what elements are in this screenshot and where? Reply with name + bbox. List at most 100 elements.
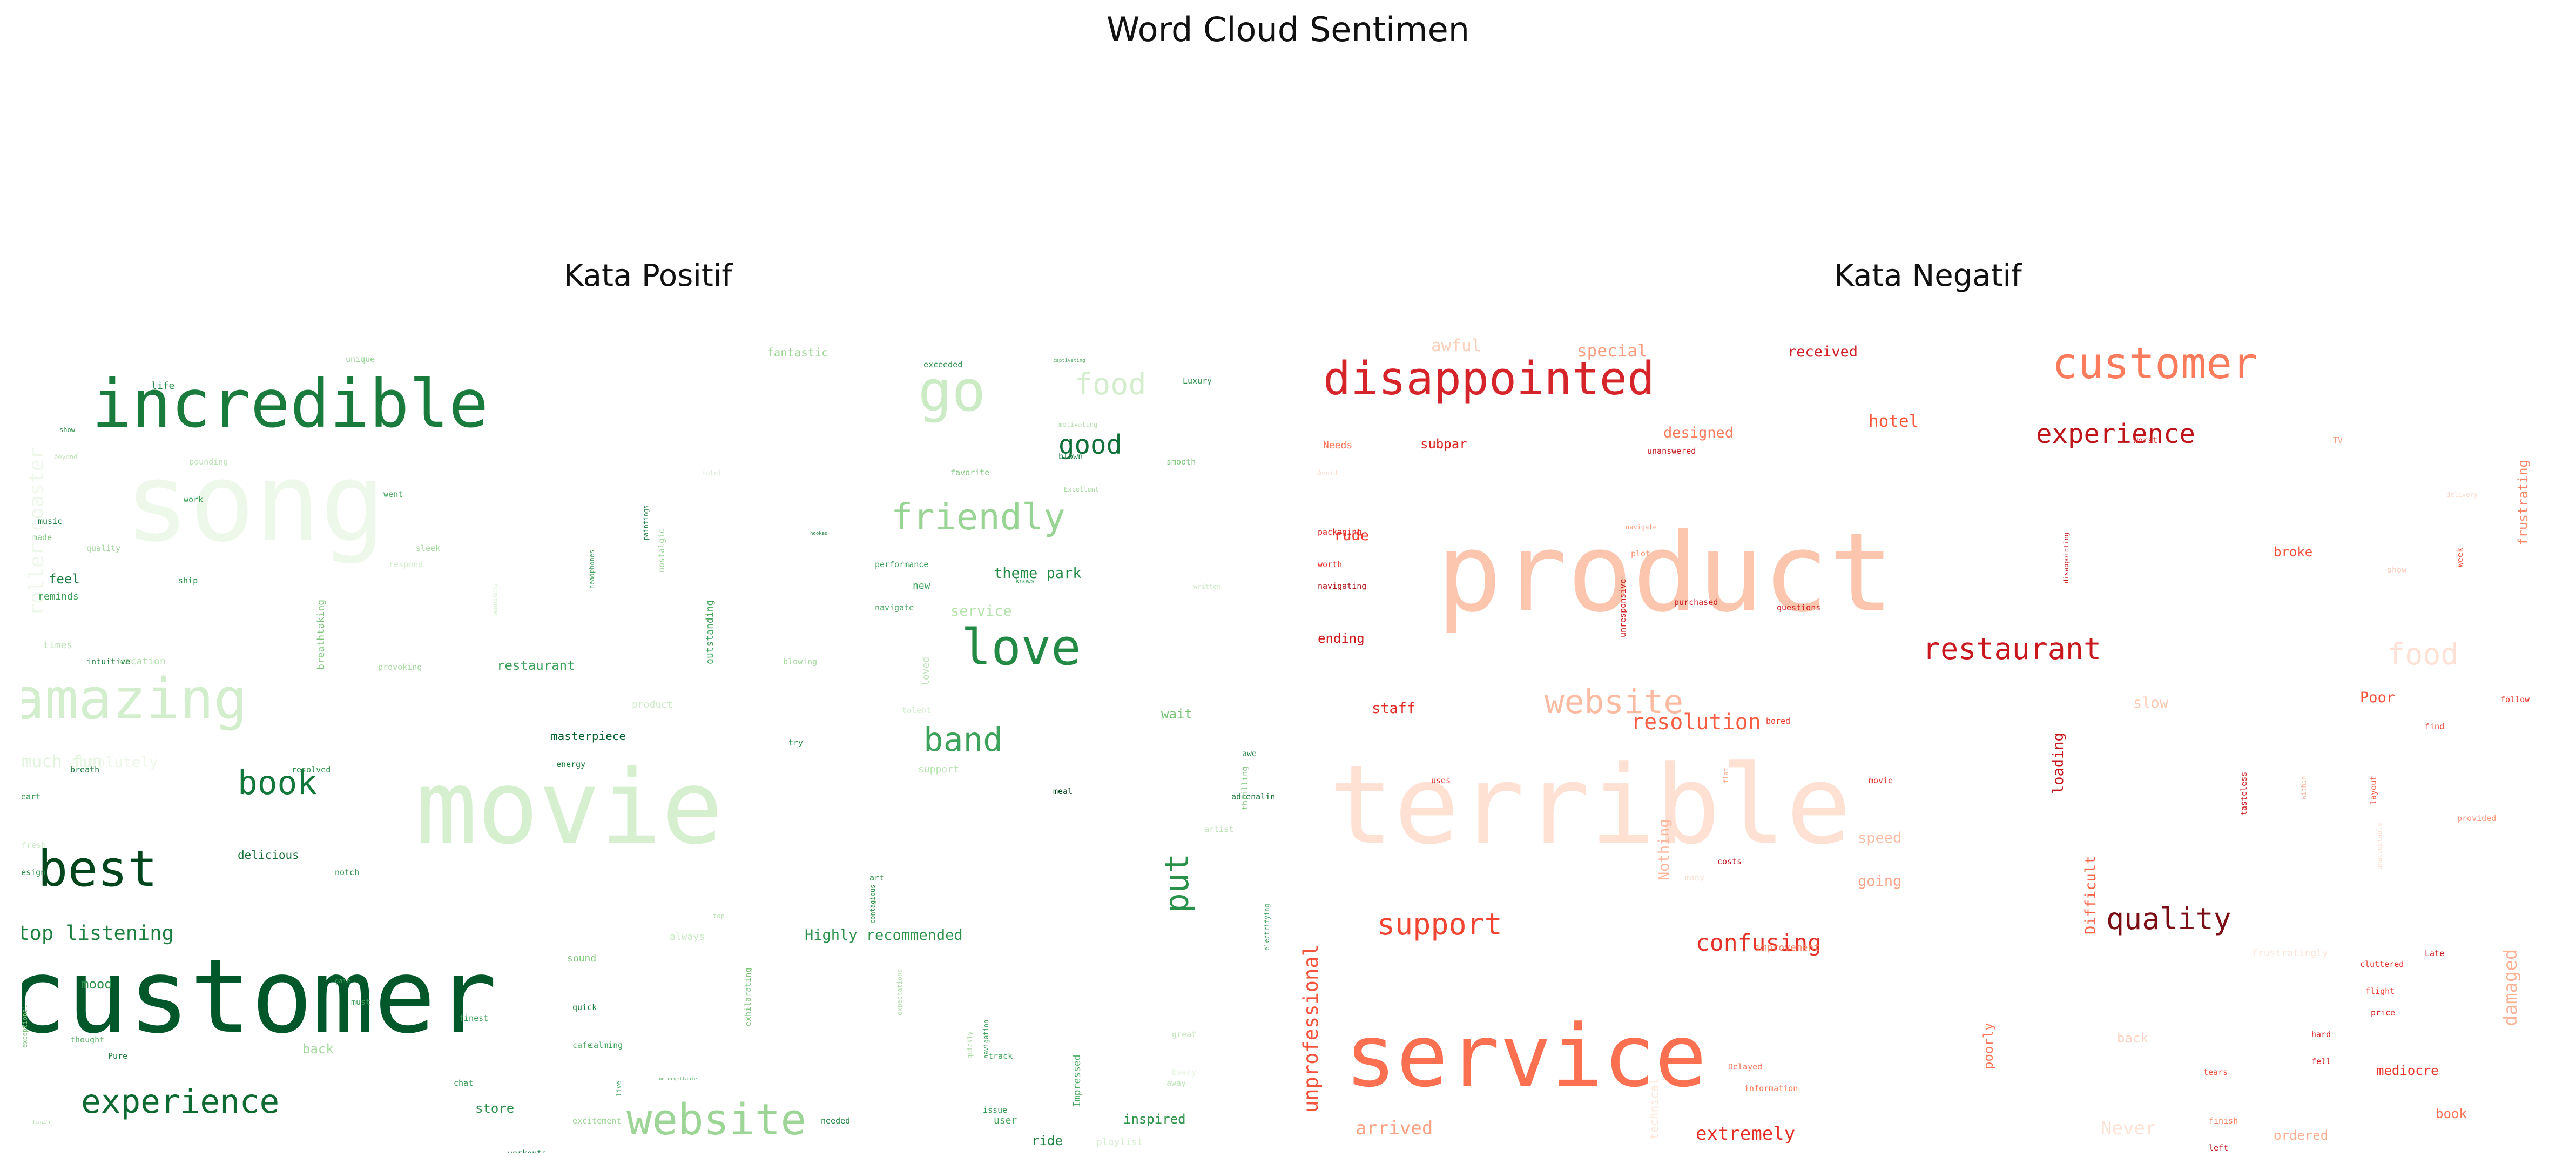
positive-word: live <box>615 1081 623 1097</box>
positive-word: back <box>302 1041 334 1057</box>
positive-word: motivating <box>1058 421 1097 428</box>
negative-word: tasteless <box>2239 772 2249 816</box>
positive-word: song <box>124 440 386 566</box>
negative-word: restaurant <box>1923 631 2101 666</box>
negative-word: movie <box>1869 776 1893 785</box>
positive-word: mood <box>81 977 112 992</box>
positive-cloud-title: Kata Positif <box>563 258 733 293</box>
positive-word: Heart <box>22 792 41 802</box>
negative-word: provided <box>2457 813 2496 823</box>
negative-word: disappointing <box>2062 533 2070 583</box>
positive-word: expectations <box>896 968 903 1015</box>
positive-word: stop listening <box>22 921 174 945</box>
positive-word: movie <box>416 748 723 867</box>
negative-word: hotel <box>1869 412 1919 431</box>
positive-word: adrenaline <box>1231 792 1274 802</box>
positive-word: restaurant <box>497 658 575 673</box>
positive-word: unique <box>346 354 375 364</box>
negative-word: worth <box>1318 560 1342 569</box>
positive-word: captivating <box>1053 358 1085 364</box>
negative-word: customer <box>2052 339 2258 388</box>
negative-word: extremely <box>1696 1123 1795 1145</box>
positive-word: away <box>1166 1078 1186 1088</box>
negative-word: disappointed <box>1323 352 1655 406</box>
negative-word: uses <box>1431 776 1451 785</box>
negative-word: slow <box>2133 695 2169 711</box>
positive-word: exceeded <box>923 360 962 369</box>
positive-word: great <box>1172 1030 1196 1039</box>
negative-word: costs <box>1717 857 1742 866</box>
positive-word: issue <box>983 1105 1007 1115</box>
positive-word: theme park <box>994 565 1082 582</box>
positive-word: resolved <box>292 765 331 775</box>
negative-word: unprofessional <box>1302 944 1323 1113</box>
negative-word: TV <box>2333 435 2343 445</box>
positive-word: feel <box>49 571 80 587</box>
positive-word: user <box>994 1115 1017 1126</box>
positive-word: hotel <box>702 469 721 477</box>
negative-word: within <box>2300 776 2308 799</box>
positive-word: beautifully <box>493 583 498 616</box>
negative-word: fell <box>2311 1057 2331 1066</box>
positive-word: Highly recommended <box>805 927 963 944</box>
positive-word: times <box>43 640 72 651</box>
positive-word: art <box>869 873 884 883</box>
negative-word: navigating <box>1318 581 1366 591</box>
positive-word: energy <box>556 759 585 769</box>
positive-word: support <box>918 764 959 775</box>
negative-word: packaging <box>1318 527 1361 537</box>
positive-word: finish <box>32 1120 50 1125</box>
negative-word: cluttered <box>2360 959 2404 969</box>
positive-word: paintings <box>642 505 650 540</box>
positive-word: band <box>923 721 1003 759</box>
positive-word: design <box>22 867 45 877</box>
negative-word: resolution <box>1631 710 1761 735</box>
negative-word: rude <box>1334 527 1369 544</box>
positive-word: Impressed <box>1071 1054 1083 1107</box>
negative-word: unanswered <box>1647 446 1696 456</box>
negative-word: frustrating <box>2516 460 2531 546</box>
positive-word: amazing <box>22 666 247 732</box>
positive-word: Excellent <box>1064 486 1099 493</box>
positive-word: thrilling <box>1240 766 1250 810</box>
negative-word: unacceptable <box>2376 823 2383 870</box>
positive-word: made <box>32 533 52 542</box>
negative-word: left <box>2209 1143 2228 1153</box>
negative-word: Difficult <box>2082 856 2099 934</box>
positive-word: chat <box>454 1078 473 1088</box>
positive-word: sound <box>567 953 596 964</box>
positive-word-cloud-svg: song movie customer incredible amazing go best… <box>22 346 1274 1153</box>
negative-word: improvement <box>1755 942 1819 953</box>
negative-word: terrible <box>1329 742 1851 869</box>
positive-word: good <box>1058 429 1122 460</box>
negative-word: Nothing <box>1656 819 1673 880</box>
positive-word: exhilarating <box>743 968 753 1026</box>
positive-word: favorite <box>950 468 989 477</box>
negative-word: damaged <box>2500 949 2521 1026</box>
positive-word: food <box>1075 367 1146 401</box>
positive-word: love <box>961 618 1081 676</box>
negative-word: find <box>2425 722 2444 731</box>
negative-word: delivery <box>2446 491 2478 499</box>
positive-word: try <box>788 738 803 748</box>
positive-word: Pure <box>108 1051 127 1061</box>
positive-word: hooked <box>810 531 828 536</box>
negative-word: layout <box>2369 776 2378 805</box>
positive-word: workouts <box>508 1148 547 1153</box>
positive-word: blowing <box>783 657 817 667</box>
negative-word: quality <box>2106 902 2231 936</box>
positive-word: ship <box>178 576 198 586</box>
positive-word: talent <box>902 705 931 715</box>
negative-word: navigate <box>1626 523 1657 531</box>
positive-word: exceptional <box>22 1005 29 1048</box>
positive-word: blown <box>1058 452 1083 461</box>
positive-word: quick <box>572 1003 597 1012</box>
negative-word: ending <box>1318 631 1365 646</box>
positive-word: delicious <box>238 849 299 862</box>
positive-word: excitement <box>572 1116 621 1126</box>
positive-word: ride <box>1031 1133 1063 1148</box>
negative-word: price <box>2371 1008 2395 1018</box>
negative-word: received <box>1788 344 1858 360</box>
negative-word: Delayed <box>1728 1062 1762 1072</box>
positive-word: thought <box>70 1035 104 1045</box>
